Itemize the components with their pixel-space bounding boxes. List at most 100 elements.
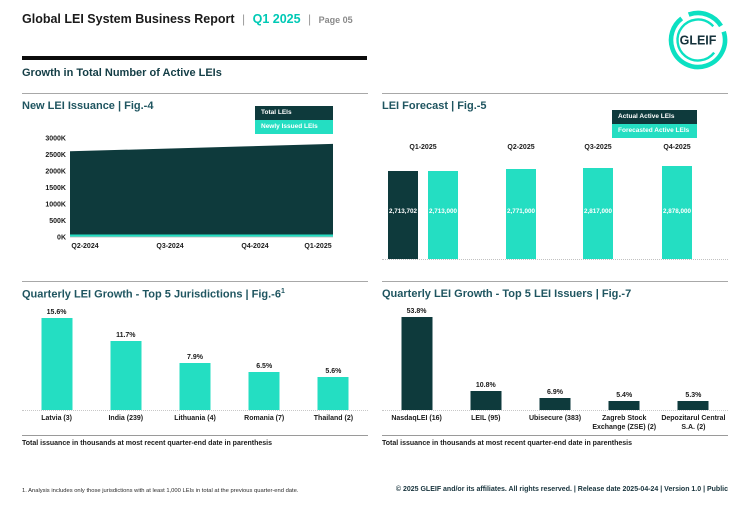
bar bbox=[539, 398, 571, 410]
fig7-note-divider bbox=[382, 435, 728, 436]
bar-column: 5.3% Depozitarul Central S.A. (2) bbox=[659, 306, 728, 432]
bar-area: 5.4% bbox=[590, 306, 659, 410]
fig6-note-divider bbox=[22, 435, 368, 436]
fig5-category-label: Q4-2025 bbox=[663, 144, 691, 151]
fig4-ytick: 2000K bbox=[45, 169, 66, 176]
gleif-logo: GLEIF bbox=[666, 8, 730, 72]
legend-label: Actual Active LEIs bbox=[618, 113, 675, 120]
fig5-value-label: 2,713,702 bbox=[388, 208, 417, 215]
gleif-logo-icon: GLEIF bbox=[668, 10, 728, 70]
bar-column: 11.7% India (239) bbox=[91, 306, 160, 423]
fig6-note: Total issuance in thousands at most rece… bbox=[22, 440, 272, 447]
bar bbox=[248, 371, 280, 410]
legend-item-forecasted-active-leis: Forecasted Active LEIs bbox=[612, 124, 697, 138]
fig4-title: New LEI Issuance | Fig.-4 bbox=[22, 100, 154, 112]
category-label: Ubisecure (383) bbox=[528, 415, 582, 422]
gleif-logo-text: GLEIF bbox=[680, 34, 717, 48]
legend-item-newly-issued-leis: Newly Issued LEIs bbox=[255, 120, 333, 134]
category-label: Lithuania (4) bbox=[174, 415, 216, 422]
legend-item-total-leis: Total LEIs bbox=[255, 106, 333, 120]
category-label: India (239) bbox=[108, 415, 144, 422]
bar bbox=[41, 318, 73, 410]
report-title: Global LEI System Business Report bbox=[22, 12, 235, 26]
panel-new-lei-issuance: New LEI Issuance | Fig.-4 Total LEIs New… bbox=[22, 93, 368, 275]
category-label: Depozitarul Central S.A. (2) bbox=[661, 415, 726, 432]
bar-area: 6.5% bbox=[230, 306, 299, 410]
fig5-bar-forecast bbox=[583, 167, 613, 259]
fig5-category-label: Q2-2025 bbox=[507, 144, 535, 151]
percent-label: 6.5% bbox=[256, 362, 273, 370]
percent-label: 11.7% bbox=[116, 332, 136, 339]
page-number: Page 05 bbox=[318, 15, 353, 25]
fig4-ytick: 1000K bbox=[45, 202, 66, 209]
section-title: Growth in Total Number of Active LEIs bbox=[22, 67, 222, 79]
fig4-xtick: Q3-2024 bbox=[156, 243, 183, 250]
category-label: NasdaqLEI (16) bbox=[391, 415, 442, 422]
percent-label: 5.6% bbox=[325, 367, 342, 375]
fig5-bar-actual bbox=[388, 171, 418, 259]
fig5-bar-forecast bbox=[662, 166, 692, 259]
fig4-newly-issued-strip bbox=[70, 234, 333, 237]
percent-label: 5.4% bbox=[616, 391, 633, 399]
fig4-ytick: 2500K bbox=[45, 152, 66, 159]
percent-label: 5.3% bbox=[685, 391, 702, 399]
bar-column: 5.6% Thailand (2) bbox=[299, 306, 368, 423]
fig6-title: Quarterly LEI Growth - Top 5 Jurisdictio… bbox=[22, 288, 285, 301]
fig4-ytick: 0K bbox=[57, 235, 66, 242]
bar-column: 10.8% LEIL (95) bbox=[451, 306, 520, 432]
fig7-baseline bbox=[382, 410, 728, 411]
bar-column: 6.9% Ubisecure (383) bbox=[520, 306, 589, 432]
panel-top5-jurisdictions: Quarterly LEI Growth - Top 5 Jurisdictio… bbox=[22, 281, 368, 453]
fig4-legend: Total LEIs Newly Issued LEIs bbox=[255, 106, 333, 134]
bar-area: 53.8% bbox=[382, 306, 451, 410]
report-header: Global LEI System Business Report | Q1 2… bbox=[22, 10, 353, 28]
fig6-baseline bbox=[22, 410, 368, 411]
fig5-value-label: 2,713,000 bbox=[428, 208, 457, 215]
bar bbox=[608, 400, 640, 410]
bar-area: 5.3% bbox=[659, 306, 728, 410]
fig4-ytick: 500K bbox=[49, 218, 66, 225]
fig5-baseline bbox=[382, 259, 728, 260]
title-separator: | bbox=[242, 12, 246, 26]
fig5-category-label: Q3-2025 bbox=[584, 144, 612, 151]
title-separator: | bbox=[308, 12, 312, 26]
fig5-category-label: Q1-2025 bbox=[409, 144, 437, 151]
fig7-title: Quarterly LEI Growth - Top 5 LEI Issuers… bbox=[382, 288, 632, 300]
fig4-area-svg: 3000K 2500K 2000K 1500K 1000K 500K 0K Q2-2024 Q3… bbox=[45, 136, 333, 250]
fig6-title-superscript: 1 bbox=[280, 288, 285, 295]
category-label: Thailand (2) bbox=[313, 415, 354, 422]
bar bbox=[677, 400, 709, 410]
fig5-value-label: 2,771,000 bbox=[506, 208, 535, 215]
fig4-xtick: Q2-2024 bbox=[71, 243, 98, 250]
bar-column: 6.5% Romania (7) bbox=[230, 306, 299, 423]
fig5-bar-forecast bbox=[506, 169, 536, 259]
fig5-legend: Actual Active LEIs Forecasted Active LEI… bbox=[612, 110, 697, 138]
bar-column: 53.8% NasdaqLEI (16) bbox=[382, 306, 451, 432]
percent-label: 10.8% bbox=[475, 382, 496, 390]
category-label: Romania (7) bbox=[244, 415, 285, 422]
report-period: Q1 2025 bbox=[252, 12, 301, 26]
fig4-xtick: Q1-2025 bbox=[304, 243, 331, 250]
fig4-ytick: 1500K bbox=[45, 185, 66, 192]
bar bbox=[179, 363, 211, 410]
bar bbox=[110, 341, 142, 410]
percent-label: 15.6% bbox=[46, 309, 67, 316]
legend-label: Forecasted Active LEIs bbox=[618, 127, 690, 134]
bar-column: 5.4% Zagreb Stock Exchange (ZSE) (2) bbox=[590, 306, 659, 432]
fig4-xtick: Q4-2024 bbox=[241, 243, 268, 250]
bar-area: 5.6% bbox=[299, 306, 368, 410]
legend-label: Total LEIs bbox=[261, 109, 292, 116]
footer-copyright: © 2025 GLEIF and/or its affiliates. All … bbox=[395, 486, 728, 493]
fig4-total-leis-area bbox=[70, 143, 333, 235]
fig5-value-label: 2,878,000 bbox=[662, 208, 691, 215]
category-label: Latvia (3) bbox=[41, 415, 72, 422]
category-label: LEIL (95) bbox=[471, 415, 501, 422]
bar bbox=[470, 391, 502, 410]
fig7-note: Total issuance in thousands at most rece… bbox=[382, 440, 632, 447]
bar-area: 11.7% bbox=[91, 306, 160, 410]
bar-area: 6.9% bbox=[520, 306, 589, 410]
fig5-value-label: 2,817,000 bbox=[583, 208, 612, 215]
category-label: Zagreb Stock Exchange (ZSE) (2) bbox=[592, 415, 657, 432]
percent-label: 7.9% bbox=[187, 354, 203, 362]
